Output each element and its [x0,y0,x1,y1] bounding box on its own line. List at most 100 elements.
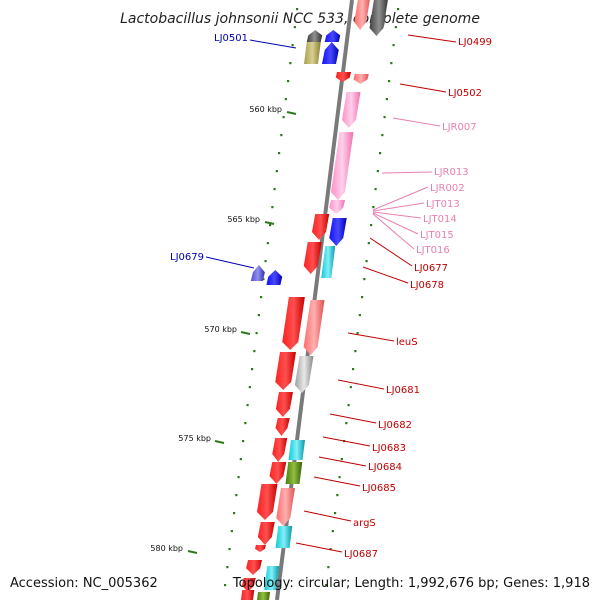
gene-arrow[interactable] [282,297,305,350]
scale-label-575: 575 kbp [178,434,211,443]
tick-dot [325,584,328,587]
gene-arrow[interactable] [246,560,262,575]
gene-arrow[interactable] [303,242,322,274]
gene-label-LJR013[interactable]: LJR013 [434,167,469,178]
tick-dot [242,440,245,443]
tick-dot [349,386,352,389]
scale-tick-580 [187,550,198,554]
tick-dot [248,386,251,389]
gene-label-LJ0685[interactable]: LJ0685 [362,483,396,494]
tick-dot [280,134,283,137]
gene-arrow[interactable] [353,74,369,84]
gene-label-LJT015[interactable]: LJT015 [420,230,454,241]
gene-arrow[interactable] [264,566,280,590]
tick-dot [264,260,267,263]
tick-dot [336,494,339,497]
tick-dot [363,278,366,281]
gene-arrow[interactable] [272,438,288,462]
gene-arrow[interactable] [324,30,341,42]
gene-label-LJ0499[interactable]: LJ0499 [458,37,492,48]
gene-label-LJT014[interactable]: LJT014 [423,214,457,225]
tick-dot [340,458,343,461]
leader-LJ0683 [322,436,371,447]
gene-arrow[interactable] [257,592,271,600]
leader-argS [303,510,352,522]
tick-dot [381,134,384,137]
gene-arrow[interactable] [354,0,370,30]
gene-arrow[interactable] [276,488,295,526]
gene-arrow[interactable] [242,578,256,592]
leader-LJT016 [372,213,415,250]
tick-marks [224,8,400,587]
tick-dot [230,530,233,533]
leader-LJ0501 [249,39,297,49]
gene-label-leuS[interactable]: leuS [396,337,418,348]
tick-dot [262,278,265,281]
gene-label-LJ0501[interactable]: LJ0501 [214,33,248,44]
leader-LJ0502 [399,83,447,93]
gene-label-LJ0502[interactable]: LJ0502 [448,88,482,99]
tick-dot [233,512,236,515]
tick-dot [246,404,249,407]
tick-dot [385,98,388,101]
gene-arrow[interactable] [294,356,314,393]
tick-dot [291,44,294,47]
gene-arrow[interactable] [257,522,275,545]
tick-dot [273,188,276,191]
gene-arrow[interactable] [288,440,306,460]
gene-label-LJ0682[interactable]: LJ0682 [378,420,412,431]
gene-arrow[interactable] [342,92,361,128]
tick-dot [392,44,395,47]
gene-arrow[interactable] [266,270,283,285]
gene-label-LJ0679[interactable]: LJ0679 [170,252,204,263]
tick-dot [293,26,296,29]
gene-arrow[interactable] [285,462,303,484]
gene-label-LJ0677[interactable]: LJ0677 [414,263,448,274]
gene-arrow[interactable] [275,418,290,436]
tick-dot [260,296,263,299]
tick-dot [367,242,370,245]
tick-dot [257,314,260,317]
gene-label-LJ0687[interactable]: LJ0687 [344,549,378,560]
tick-dot [334,512,337,515]
gene-arrow[interactable] [304,42,321,64]
gene-label-LJ0678[interactable]: LJ0678 [410,280,444,291]
gene-arrow[interactable] [335,72,351,82]
gene-arrow[interactable] [255,545,266,552]
gene-label-LJT013[interactable]: LJT013 [426,199,460,210]
gene-label-LJR002[interactable]: LJR002 [430,183,465,194]
gene-label-LJT016[interactable]: LJT016 [416,245,450,256]
tick-dot [271,206,274,209]
gene-label-argS[interactable]: argS [353,518,376,529]
scale-tick-570 [240,331,251,335]
gene-arrow[interactable] [269,462,287,484]
gene-arrow[interactable] [322,42,339,64]
leader-LJ0499 [407,34,457,43]
gene-arrow[interactable] [257,484,278,520]
gene-arrow[interactable] [275,526,293,548]
gene-arrow[interactable] [306,30,323,42]
tick-dot [266,242,269,245]
gene-label-LJR007[interactable]: LJR007 [442,122,477,133]
gene-arrow[interactable] [312,214,330,240]
gene-arrow[interactable] [331,132,354,200]
gene-label-LJ0681[interactable]: LJ0681 [386,385,420,396]
gene-arrow[interactable] [275,352,296,390]
gene-arrow[interactable] [275,392,293,417]
gene-arrow[interactable] [369,0,389,36]
tick-dot [347,404,350,407]
gene-arrow[interactable] [303,300,325,355]
gene-arrow[interactable] [329,200,345,214]
tick-dot [331,530,334,533]
scale-tick-575 [214,440,225,444]
gene-label-LJ0684[interactable]: LJ0684 [368,462,402,473]
gene-arrow[interactable] [329,218,347,246]
scale-label-565: 565 kbp [227,215,260,224]
gene-arrow[interactable] [241,590,255,600]
leader-LJ0677 [369,237,413,267]
gene-arrow[interactable] [250,265,265,281]
tick-dot [228,548,231,551]
leader-LJ0685 [313,476,361,487]
gene-arrow[interactable] [321,246,336,278]
gene-label-LJ0683[interactable]: LJ0683 [372,443,406,454]
